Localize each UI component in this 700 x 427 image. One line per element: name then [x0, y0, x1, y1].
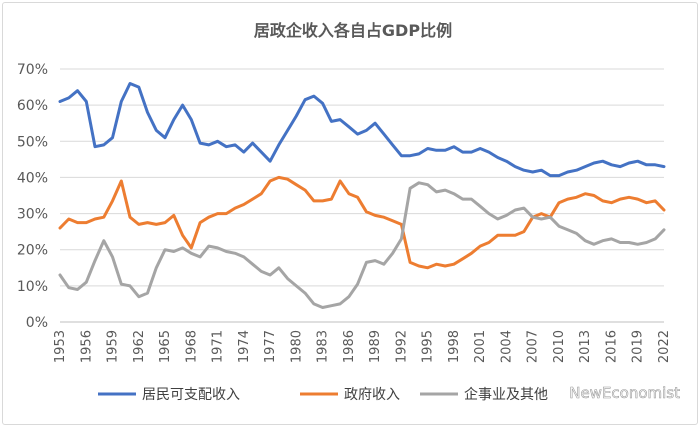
series-line-1: [58, 175, 666, 270]
x-tick-label: 1968: [184, 330, 199, 363]
legend-label-2: 企事业及其他: [464, 386, 548, 403]
y-tick-label: 70%: [17, 62, 48, 78]
x-tick-label: 2022: [657, 330, 672, 363]
legend-label-1: 政府收入: [344, 387, 400, 403]
x-tick-label: 1980: [289, 330, 304, 363]
x-axis-ticks: 1953 1956 1959 1962 1965 1968 1971 1974 1977 1980…: [53, 330, 672, 363]
x-tick-label: 1983: [316, 330, 331, 363]
watermark-text: NewEconomist: [569, 384, 680, 402]
x-tick-label: 1965: [158, 330, 173, 363]
x-tick-label: 1986: [342, 330, 357, 363]
series-lines: [58, 82, 666, 309]
chart-title: 居政企收入各自占GDP比例: [254, 21, 452, 40]
x-tick-label: 2013: [578, 330, 593, 363]
x-tick-label: 1959: [106, 330, 121, 363]
x-tick-label: 2007: [526, 330, 541, 363]
y-tick-label: 40%: [17, 170, 48, 186]
x-tick-label: 2019: [631, 330, 646, 363]
x-tick-label: 2001: [473, 330, 488, 363]
y-tick-label: 30%: [17, 207, 48, 223]
x-tick-label: 1992: [394, 330, 409, 363]
y-tick-label: 10%: [17, 279, 48, 295]
x-tick-label: 1989: [368, 330, 383, 363]
gridlines: [60, 68, 664, 323]
x-tick-label: 1995: [421, 330, 436, 363]
x-tick-label: 1974: [237, 330, 252, 363]
y-axis-ticks: 0% 10% 20% 30% 40% 50% 60% 70%: [17, 62, 48, 331]
x-tick-label: 2004: [499, 330, 514, 363]
y-tick-label: 60%: [17, 98, 48, 114]
legend-label-0: 居民可支配收入: [142, 387, 240, 403]
x-tick-label: 1962: [132, 330, 147, 363]
y-tick-label: 20%: [17, 243, 48, 259]
x-tick-label: 1998: [447, 330, 462, 363]
x-tick-label: 1971: [211, 330, 226, 363]
y-tick-label: 0%: [26, 315, 48, 331]
x-tick-label: 1977: [263, 330, 278, 363]
x-tick-label: 1953: [53, 330, 68, 363]
x-tick-label: 2016: [604, 330, 619, 363]
series-line-0: [58, 82, 666, 178]
y-tick-label: 50%: [17, 134, 48, 150]
x-tick-label: 1956: [79, 330, 94, 363]
legend: 居民可支配收入 政府收入 企事业及其他: [98, 386, 548, 403]
x-tick-label: 2010: [552, 330, 567, 363]
series-line-2: [58, 181, 666, 309]
